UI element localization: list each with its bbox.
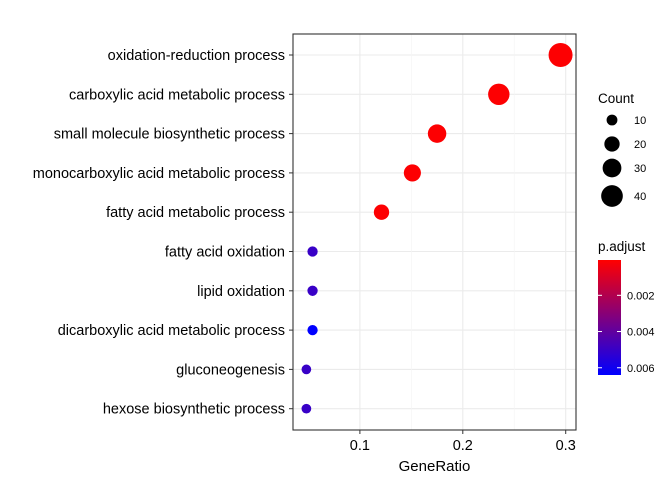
count-legend-key [606, 114, 618, 126]
count-legend-label: 20 [634, 139, 646, 151]
p-adjust-tick-label: 0.006 [627, 363, 655, 375]
y-axis: oxidation-reduction process carboxylic ac… [33, 48, 293, 418]
y-tick-label: dicarboxylic acid metabolic process [58, 323, 285, 339]
y-tick-label: fatty acid metabolic process [106, 205, 285, 221]
x-tick-label: 0.2 [453, 438, 473, 454]
y-tick-label: lipid oxidation [197, 284, 285, 300]
p-adjust-tick-label: 0.002 [627, 290, 655, 302]
y-tick-label: carboxylic acid metabolic process [69, 87, 285, 103]
p-adjust-legend: p.adjust 0.002 0.004 0.006 [598, 239, 655, 375]
data-point [301, 403, 312, 414]
data-point [403, 164, 421, 182]
count-legend-key [602, 158, 622, 178]
panel-border [292, 33, 577, 431]
data-points [301, 43, 573, 414]
data-point [488, 83, 510, 106]
data-point [307, 324, 318, 336]
data-point [307, 285, 318, 296]
data-point [307, 246, 318, 257]
x-tick-label: 0.1 [350, 438, 370, 454]
data-point [548, 43, 573, 67]
y-tick-label: small molecule biosynthetic process [54, 127, 285, 143]
grid-lines [293, 34, 576, 430]
count-legend-title: Count [598, 91, 634, 106]
y-tick-label: gluconeogenesis [176, 362, 285, 378]
y-tick-label: monocarboxylic acid metabolic process [33, 166, 285, 182]
p-adjust-tick-label: 0.004 [627, 327, 655, 339]
count-legend-label: 40 [634, 191, 646, 203]
p-adjust-color-bar [598, 260, 621, 375]
y-tick-label: oxidation-reduction process [108, 48, 285, 64]
x-axis-label: GeneRatio [399, 458, 471, 475]
data-point [301, 364, 312, 375]
count-legend: Count 10 20 30 40 [598, 91, 646, 207]
x-axis: 0.1 0.2 0.3 [350, 430, 576, 454]
count-legend-label: 10 [634, 115, 646, 127]
data-point [427, 124, 447, 143]
data-point [373, 204, 390, 220]
y-tick-label: fatty acid oxidation [165, 245, 285, 261]
count-legend-key [604, 136, 620, 152]
y-tick-label: hexose biosynthetic process [103, 402, 285, 418]
count-legend-key [601, 185, 623, 207]
x-tick-label: 0.3 [556, 438, 576, 454]
p-adjust-legend-title: p.adjust [598, 239, 646, 254]
count-legend-label: 30 [634, 163, 646, 175]
